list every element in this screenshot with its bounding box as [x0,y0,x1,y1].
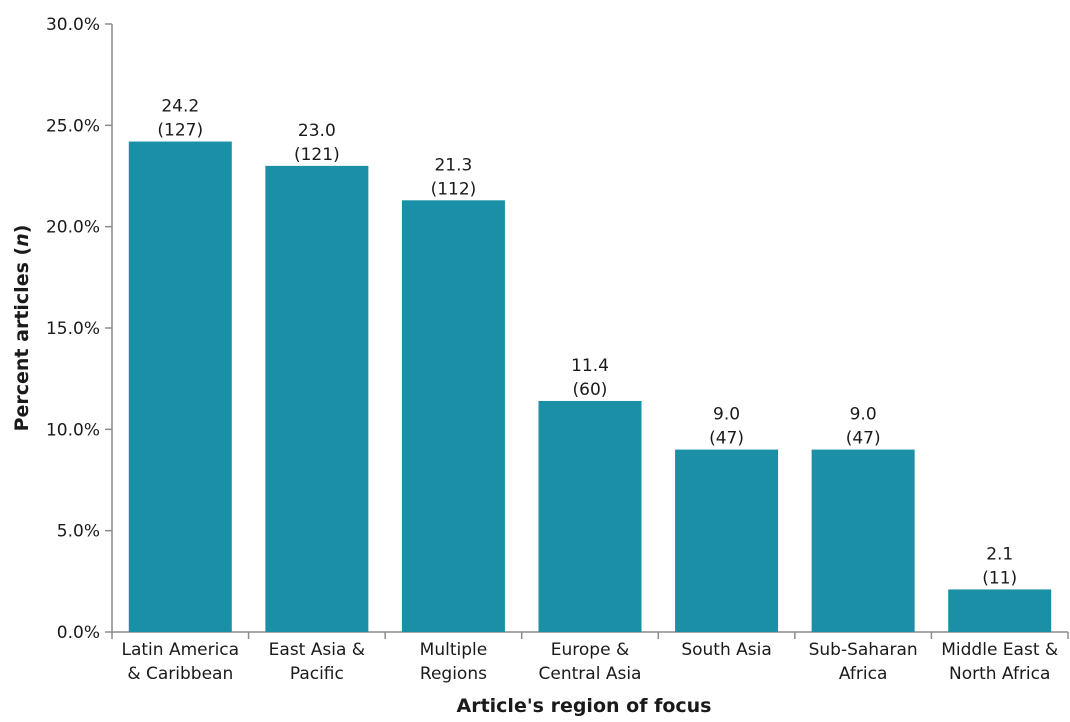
data-label-count: (60) [573,380,608,400]
data-label-value: 11.4 [571,356,609,376]
y-tick-labels: 0.0% 5.0% 10.0% 15.0% 20.0% 25.0% 30.0% [46,15,100,643]
data-label-count: (47) [846,429,881,449]
bar [675,449,779,632]
data-label-value: 2.1 [986,544,1013,564]
bar [948,589,1052,632]
bars [128,141,1052,632]
x-category-labels: Latin America & Caribbean East Asia & Pacif… [121,640,1058,684]
y-axis-title: Percent articles (n) [11,225,33,432]
x-category-label: Sub-Saharan Africa [809,640,918,684]
bar [538,400,642,632]
bar [401,200,505,632]
y-tick-label: 0.0% [57,623,100,643]
data-label-count: (121) [294,145,340,165]
x-category-label: Europe & Central Asia [539,640,642,684]
x-category-label: Latin America & Caribbean [121,640,239,684]
data-label-value: 9.0 [850,405,877,425]
y-tick-label: 5.0% [57,522,100,542]
bar [128,141,232,632]
x-category-label: Multiple Regions [420,640,488,684]
x-category-label: South Asia [681,640,771,660]
y-tick-label: 30.0% [46,15,100,35]
data-label-count: (47) [709,429,744,449]
data-label-count: (11) [982,568,1017,588]
data-labels: 24.2 (127) 23.0 (121) 21.3 (112) 11.4 (60) 9.0 (4… [157,97,1017,589]
y-tick-label: 20.0% [46,218,100,238]
x-category-label: East Asia & Pacific [269,640,365,684]
bar [811,449,915,632]
data-label-value: 9.0 [713,405,740,425]
data-label-value: 23.0 [298,121,336,141]
x-category-label: Middle East & North Africa [941,640,1058,684]
data-label-value: 21.3 [434,155,472,175]
data-label-count: (127) [157,121,203,141]
data-label-value: 24.2 [161,97,199,117]
y-tick-label: 25.0% [46,116,100,136]
bar [265,165,369,632]
y-tick-label: 10.0% [46,420,100,440]
y-tick-label: 15.0% [46,319,100,339]
x-axis-title: Article's region of focus [457,695,712,717]
data-label-count: (112) [431,179,477,199]
